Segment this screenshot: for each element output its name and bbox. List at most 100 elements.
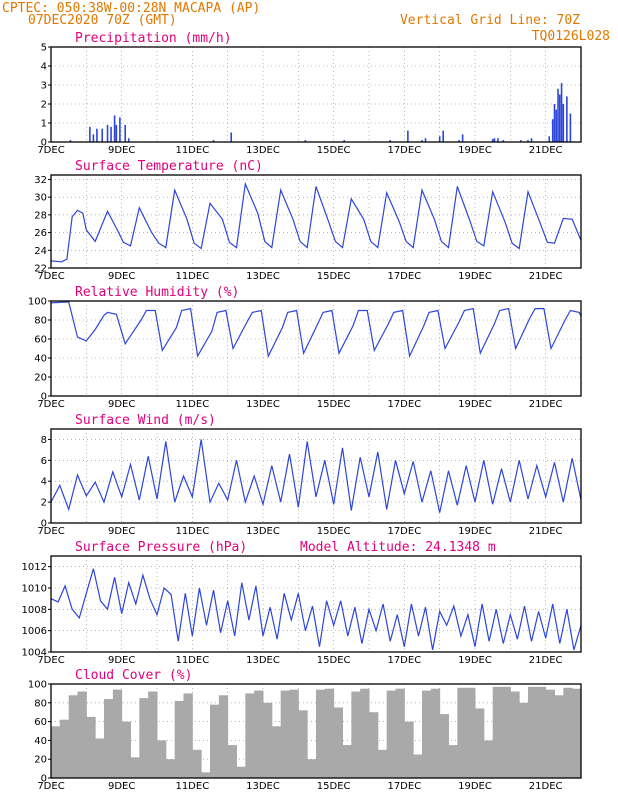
precipitation-bar: [520, 140, 522, 142]
precipitation-title: Precipitation (mm/h): [75, 31, 232, 46]
cloud-cover-bar: [192, 749, 202, 778]
cloud-cover-ytick-label: 60: [34, 717, 47, 728]
cloud-cover-bar: [210, 704, 220, 778]
cloud-cover-xtick-label: 7DEC: [37, 781, 64, 792]
precipitation-xtick-label: 9DEC: [108, 145, 135, 156]
cloud-cover-bar: [51, 726, 61, 778]
precipitation-bar: [101, 128, 104, 142]
precipitation-bar: [553, 104, 556, 142]
wind-line: [50, 439, 582, 513]
precipitation-bar: [560, 83, 563, 142]
humidity-xtick-label: 11DEC: [175, 399, 209, 410]
precipitation-bar: [343, 140, 346, 142]
cloud-cover-bar: [263, 702, 273, 778]
precipitation-bar: [527, 140, 529, 142]
cloud-cover-frame: [50, 683, 582, 779]
precipitation-bar: [569, 113, 572, 142]
precipitation-ytick-label: 0: [41, 138, 47, 149]
cloud-cover-bar: [475, 708, 485, 778]
precipitation-bar: [69, 140, 72, 142]
pressure-xtick-label: 21DEC: [529, 655, 563, 666]
temperature-frame: [50, 174, 582, 269]
pressure-ytick-label: 1010: [22, 584, 47, 595]
temperature-xtick-label: 7DEC: [37, 271, 64, 282]
precipitation-bar: [212, 140, 215, 142]
cloud-cover-bar: [386, 690, 396, 778]
precipitation-bar: [389, 140, 391, 142]
cloud-cover-bar: [430, 688, 441, 778]
precipitation-grid: [51, 46, 581, 142]
cloud-cover-bar: [59, 719, 70, 778]
cloud-cover-bar: [165, 759, 176, 778]
cloud-cover-title: Cloud Cover (%): [75, 668, 192, 683]
pressure-ytick-label: 1012: [22, 562, 47, 573]
temperature-line: [50, 181, 582, 263]
precipitation-bar: [548, 136, 550, 142]
precipitation-frame: [50, 46, 582, 143]
cloud-cover-bar: [510, 691, 520, 778]
temperature-grid: [51, 175, 581, 268]
pressure-xtick-label: 13DEC: [246, 655, 280, 666]
cloud-cover-bar: [324, 688, 335, 778]
cloud-cover-xtick-label: 17DEC: [387, 781, 421, 792]
cloud-cover-bar: [307, 759, 317, 778]
cloud-cover-bar: [519, 702, 529, 778]
precipitation-bar: [557, 88, 559, 142]
cloud-cover-bar: [501, 686, 511, 778]
precipitation-ytick-label: 4: [41, 62, 47, 73]
wind-grid: [51, 429, 581, 523]
cloud-cover-ytick-label: 20: [34, 755, 47, 766]
precipitation-bar: [407, 130, 409, 142]
header: CPTEC: 050:38W-00:28N MACAPA (AP) 07DEC2…: [2, 1, 610, 44]
temperature-xtick-label: 13DEC: [246, 271, 280, 282]
precipitation-bar: [530, 138, 533, 142]
cloud-cover-xtick-label: 21DEC: [529, 781, 563, 792]
humidity-ytick-label: 20: [34, 373, 47, 384]
cloud-cover-xtick-label: 19DEC: [458, 781, 492, 792]
wind-xtick-label: 11DEC: [175, 526, 209, 537]
precipitation-bar: [421, 140, 423, 142]
cloud-cover-ytick-label: 100: [28, 680, 47, 691]
precipitation-bar: [96, 128, 98, 142]
pressure-xtick-label: 19DEC: [458, 655, 492, 666]
header-date: 07DEC2020 70Z (GMT): [28, 13, 177, 28]
temperature-ytick-label: 22: [34, 264, 47, 275]
humidity-ytick-label: 100: [28, 297, 47, 308]
precipitation-bar: [562, 104, 565, 142]
wind-ytick-label: 4: [41, 477, 47, 488]
wind-title: Surface Wind (m/s): [75, 413, 216, 428]
temperature-ytick-label: 32: [34, 175, 47, 186]
cloud-cover-bar: [316, 689, 326, 778]
precipitation-bar: [442, 130, 444, 142]
cloud-cover-bar: [377, 749, 388, 778]
temperature-xtick-label: 11DEC: [175, 271, 209, 282]
precipitation-bar: [491, 139, 494, 142]
cloud-cover-bar: [121, 721, 131, 778]
cloud-cover-bar: [271, 726, 282, 778]
cloud-cover-bar: [183, 693, 193, 778]
pressure-xtick-label: 15DEC: [317, 655, 351, 666]
cloud-cover-bar: [86, 716, 96, 778]
cloud-cover-bar: [545, 689, 555, 778]
humidity-ytick-label: 0: [41, 392, 47, 403]
precipitation-xtick-label: 21DEC: [529, 145, 563, 156]
header-station: CPTEC: 050:38W-00:28N MACAPA (AP): [2, 1, 260, 16]
cloud-cover-bar: [139, 698, 149, 778]
wind-xtick-label: 19DEC: [458, 526, 492, 537]
precipitation-bar: [115, 124, 118, 142]
temperature-ytick-label: 28: [34, 210, 47, 221]
precipitation-xtick-label: 15DEC: [317, 145, 351, 156]
humidity-xtick-label: 21DEC: [529, 399, 563, 410]
humidity-ytick-label: 40: [34, 354, 47, 365]
precipitation-xtick-label: 19DEC: [458, 145, 492, 156]
precipitation-bar: [493, 138, 496, 142]
precipitation-panel: Precipitation (mm/h) 0 1 2 3 4 5 7DEC 9DEC 11DEC 1…: [37, 31, 582, 156]
cloud-cover-ytick-label: 80: [34, 698, 47, 709]
wind-ytick-label: 6: [41, 456, 47, 467]
temperature-title: Surface Temperature (nC): [75, 159, 263, 174]
cloud-cover-bar: [157, 740, 167, 778]
precipitation-ytick-label: 5: [41, 43, 47, 54]
cloud-cover-panel: Cloud Cover (%) 0 20 40 60 80 100 7DEC 9DEC 11DEC…: [28, 668, 582, 792]
cloud-cover-bar: [369, 712, 379, 778]
